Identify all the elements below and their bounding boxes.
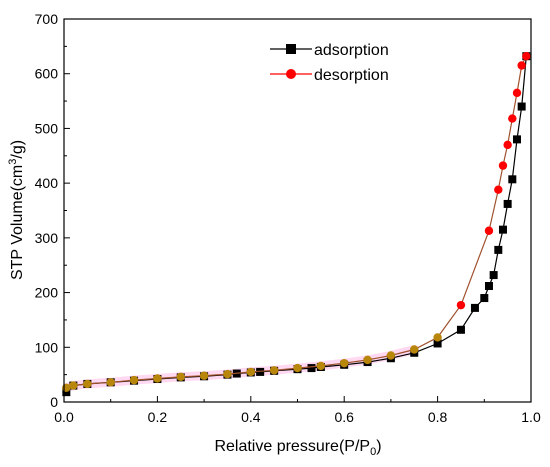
- series-desorption: [62, 52, 531, 392]
- data-point-desorption: [293, 363, 302, 373]
- data-point-adsorption: [517, 102, 526, 111]
- y-tick-label: 0: [50, 394, 58, 410]
- x-tick-label: 0.8: [428, 409, 448, 425]
- data-point-adsorption: [62, 388, 71, 397]
- data-point-adsorption: [498, 225, 507, 234]
- data-point-desorption: [106, 378, 115, 387]
- x-axis-label: Relative pressure(P/P0): [214, 438, 381, 458]
- y-axis-label: STP Volume(cm3/g): [7, 140, 26, 280]
- data-point-adsorption: [456, 325, 465, 334]
- data-point-desorption: [433, 333, 442, 342]
- x-tick-label: 1.0: [521, 409, 541, 425]
- legend-marker-adsorption: [286, 44, 296, 54]
- data-point-desorption: [363, 355, 372, 365]
- data-point-adsorption: [480, 294, 489, 303]
- data-point-desorption: [246, 367, 255, 377]
- data-point-desorption: [456, 300, 466, 310]
- data-point-desorption: [498, 161, 508, 170]
- data-point-desorption: [410, 345, 419, 354]
- x-tick-label: 0.2: [148, 409, 168, 425]
- data-point-desorption: [484, 226, 494, 235]
- data-point-desorption: [199, 371, 209, 380]
- x-axis-label-end: ): [376, 438, 381, 455]
- data-point-adsorption: [503, 199, 512, 208]
- plot-frame: [63, 18, 532, 403]
- x-tick-label: 0.4: [241, 409, 261, 425]
- series-adsorption: [62, 52, 531, 397]
- data-point-desorption: [512, 88, 522, 98]
- data-point-adsorption: [489, 271, 498, 280]
- y-tick-label: 500: [35, 120, 59, 136]
- data-point-desorption: [522, 52, 531, 61]
- y-axis-label-main: STP Volume(cm: [9, 165, 26, 280]
- data-point-adsorption: [484, 282, 493, 291]
- data-point-desorption: [176, 372, 185, 382]
- x-tick-label: 0.6: [334, 409, 354, 425]
- data-point-desorption: [153, 374, 162, 383]
- x-axis-label-subscript: 0: [370, 446, 376, 458]
- data-point-adsorption: [433, 339, 442, 348]
- legend-marker-desorption: [286, 69, 296, 79]
- axis-ticks: 0.0 0.2 0.4 0.6 0.8 1.0 0 100 200 300 400 500 600 700: [35, 11, 541, 425]
- data-point-desorption: [503, 140, 512, 150]
- data-point-desorption: [386, 351, 396, 360]
- data-point-desorption: [508, 114, 517, 123]
- data-point-adsorption: [307, 364, 316, 373]
- data-point-desorption: [269, 366, 279, 375]
- series-line-desorption: [66, 55, 527, 389]
- data-point-desorption: [223, 369, 232, 379]
- data-point-desorption: [316, 361, 326, 371]
- data-point-adsorption: [494, 245, 503, 254]
- legend-label-adsorption: adsorption: [314, 42, 389, 59]
- data-point-desorption: [494, 185, 503, 194]
- y-tick-label: 400: [35, 175, 59, 191]
- series-line-adsorption: [65, 56, 527, 393]
- data-point-adsorption: [508, 175, 517, 184]
- y-tick-label: 300: [35, 230, 59, 246]
- data-point-desorption: [517, 61, 526, 70]
- y-axis-label-superscript: 3: [7, 159, 19, 165]
- y-axis-label-end: /g): [9, 140, 26, 159]
- data-point-desorption: [83, 379, 92, 389]
- y-tick-label: 100: [35, 339, 59, 355]
- y-tick-label: 600: [35, 66, 59, 82]
- data-point-desorption: [69, 381, 78, 390]
- y-tick-label: 700: [35, 11, 59, 27]
- y-tick-label: 200: [35, 285, 59, 301]
- data-point-desorption: [129, 375, 139, 385]
- data-point-adsorption: [470, 303, 479, 312]
- data-point-adsorption: [256, 367, 265, 376]
- plot-marks: [61, 52, 531, 397]
- legend: adsorption desorption: [270, 42, 389, 84]
- x-tick-label: 0.0: [54, 409, 74, 425]
- data-point-adsorption: [512, 135, 521, 144]
- data-point-desorption: [340, 358, 349, 368]
- x-axis-label-main: Relative pressure(P/P: [214, 438, 370, 455]
- legend-label-desorption: desorption: [314, 67, 389, 84]
